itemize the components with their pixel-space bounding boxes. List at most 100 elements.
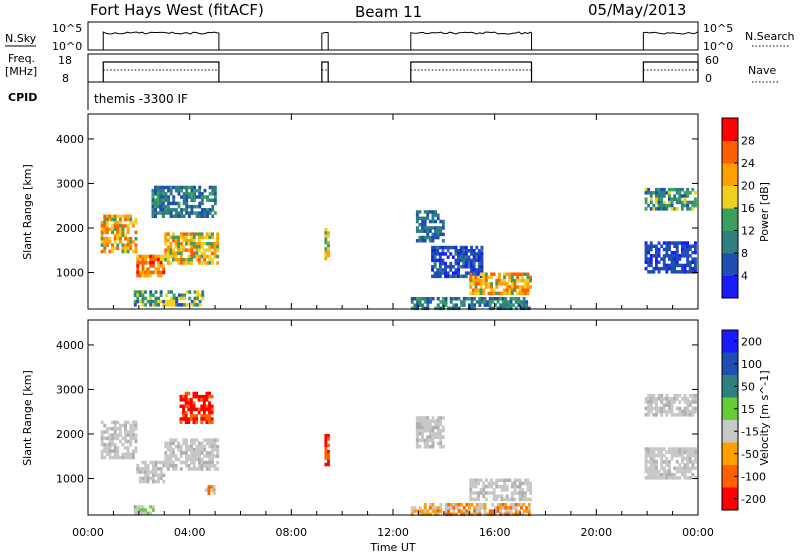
echo-cell [482,491,486,495]
echo-cell [182,438,186,442]
echo-cell [195,245,199,249]
echo-cell [649,409,653,414]
y-tick-label: 3000 [56,383,84,396]
echo-cell [647,413,651,417]
echo-cell [423,445,427,449]
echo-cell [138,290,142,294]
echo-cell [213,438,217,442]
echo-cell [426,235,430,240]
echo-cell [657,406,661,411]
echo-cell [686,247,690,252]
echo-cell [482,278,486,283]
echo-cell [203,258,207,262]
echo-cell [483,512,487,517]
echo-cell [675,393,679,398]
echo-cell [497,478,501,482]
echo-cell [418,429,422,433]
cpid-text: themis -3300 IF [94,92,188,106]
echo-cell [195,214,199,218]
echo-cell [513,285,517,289]
power-colorbar-label: Power [dB] [758,182,771,242]
echo-cell [429,297,432,301]
echo-cell [449,503,453,507]
echo-cell [164,211,168,215]
echo-cell [678,469,682,474]
echo-cell [662,203,666,208]
echo-cell [179,232,183,236]
echo-cell [190,188,194,193]
echo-cell [144,476,147,481]
echo-cell [205,467,209,471]
echo-cell [324,240,328,245]
echo-cell [644,241,648,245]
echo-cell [129,439,133,444]
echo-cell [179,417,183,421]
echo-cell [447,506,451,510]
echo-cell [190,251,194,256]
echo-cell [470,300,474,304]
echo-cell [683,456,687,461]
echo-cell [418,300,422,304]
echo-cell [668,244,671,248]
echo-cell [688,453,692,458]
echo-cell [644,187,648,192]
echo-cell [675,263,679,268]
echo-cell [200,235,204,240]
echo-cell [327,453,330,457]
echo-cell [438,261,442,266]
echo-cell [520,303,523,307]
echo-cell [211,460,214,465]
echo-cell [483,506,487,510]
echo-cell [200,261,204,265]
echo-cell [688,460,692,464]
echo-cell [187,401,191,405]
echo-cell [151,463,155,468]
echo-cell [182,238,186,243]
echo-cell [204,488,208,492]
echo-cell [529,278,532,283]
echo-cell [470,265,473,269]
echo-cell [441,435,445,439]
colorbar-segment [722,420,738,443]
colorbar-tick-label: 50 [741,380,755,393]
echo-cell [159,460,163,465]
echo-cell [179,394,183,399]
echo-cell [211,235,214,240]
echo-cell [694,447,697,451]
echo-cell [655,472,658,477]
echo-cell [154,254,158,259]
echo-cell [423,306,427,311]
echo-cell [126,224,130,228]
echo-cell [190,245,194,249]
echo-cell [504,306,508,311]
echo-cell [418,216,422,221]
echo-cell [431,219,435,224]
echo-cell [208,208,212,212]
echo-cell [159,270,163,275]
echo-cell [497,282,501,286]
echo-cell [523,282,527,286]
noise-panel: N.Sky 10^5 10^0 10^5 10^0 N.Search [5,21,795,53]
echo-cell [157,476,160,481]
echo-cell [211,464,214,468]
echo-cell [121,455,125,460]
echo-cell [521,272,525,276]
echo-cell [121,227,125,231]
echo-cell [189,410,193,415]
echo-cell [141,479,145,484]
echo-cell [516,272,519,276]
echo-cell [154,460,158,465]
echo-cell [446,271,450,275]
echo-cell [504,303,508,307]
echo-cell [195,211,199,215]
echo-cell [477,265,481,269]
echo-cell [138,467,142,471]
echo-cell [134,433,138,437]
echo-cell [644,406,648,411]
echo-cell [480,255,484,259]
echo-cell [208,454,212,458]
echo-cell [668,257,671,261]
echo-cell [208,258,212,262]
echo-cell [179,448,183,452]
echo-cell [503,288,506,292]
